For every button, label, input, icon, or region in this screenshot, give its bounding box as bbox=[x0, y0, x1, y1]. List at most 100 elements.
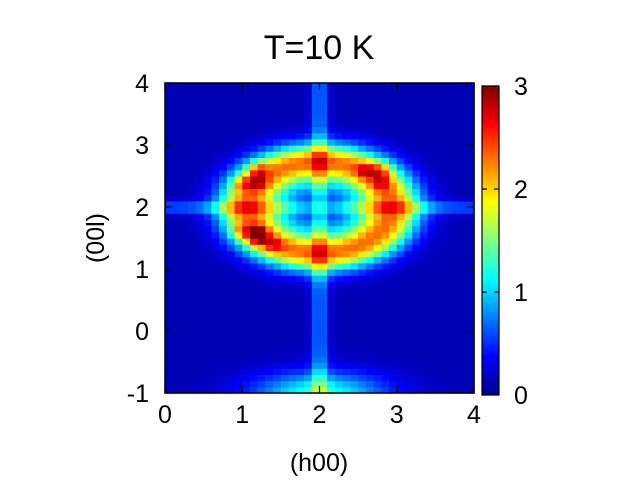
heatmap-cell bbox=[280, 349, 290, 357]
heatmap-cell bbox=[203, 151, 212, 158]
heatmap-cell bbox=[203, 126, 212, 134]
heatmap-cell bbox=[172, 114, 182, 121]
heatmap-cell bbox=[404, 176, 413, 183]
heatmap-cell bbox=[249, 213, 259, 220]
heatmap-cell bbox=[342, 126, 352, 134]
heatmap-cell bbox=[458, 362, 467, 369]
heatmap-cell bbox=[327, 89, 336, 96]
heatmap-cell bbox=[412, 269, 421, 276]
heatmap-cell bbox=[381, 176, 390, 183]
heatmap-cell bbox=[350, 380, 359, 388]
heatmap-cell bbox=[219, 244, 228, 251]
heatmap-cell bbox=[327, 207, 336, 214]
heatmap-cell bbox=[165, 293, 174, 301]
heatmap-cell bbox=[342, 269, 352, 276]
heatmap-cell bbox=[257, 145, 267, 152]
heatmap-cell bbox=[466, 331, 475, 338]
heatmap-cell bbox=[265, 169, 274, 177]
heatmap-cell bbox=[172, 132, 182, 140]
heatmap-cell bbox=[203, 250, 212, 258]
heatmap-cell bbox=[234, 306, 243, 313]
heatmap-cell bbox=[311, 343, 321, 351]
heatmap-cell bbox=[350, 225, 359, 233]
heatmap-cell bbox=[234, 362, 243, 369]
heatmap-cell bbox=[234, 287, 243, 295]
heatmap-cell bbox=[304, 262, 313, 270]
heatmap-cell bbox=[450, 89, 460, 96]
heatmap-cell bbox=[334, 293, 344, 301]
heatmap-cell bbox=[435, 95, 444, 103]
heatmap-cell bbox=[165, 219, 174, 227]
heatmap-cell bbox=[288, 262, 297, 270]
heatmap-cell bbox=[211, 324, 220, 332]
heatmap-cell bbox=[412, 89, 421, 96]
heatmap-cell bbox=[350, 95, 359, 103]
heatmap-cell bbox=[342, 293, 352, 301]
heatmap-cell bbox=[203, 163, 212, 171]
heatmap-cell bbox=[435, 355, 444, 363]
heatmap-cell bbox=[203, 114, 212, 121]
heatmap-cell bbox=[249, 219, 259, 227]
heatmap-cell bbox=[219, 225, 228, 233]
heatmap-cell bbox=[188, 138, 197, 146]
heatmap-cell bbox=[334, 250, 344, 258]
heatmap-cell bbox=[265, 262, 274, 270]
heatmap-cell bbox=[211, 343, 220, 351]
heatmap-cell bbox=[226, 120, 236, 127]
heatmap-cell bbox=[365, 200, 375, 208]
heatmap-cell bbox=[412, 101, 421, 109]
heatmap-cell bbox=[226, 194, 236, 202]
heatmap-cell bbox=[311, 101, 321, 109]
heatmap-cell bbox=[304, 138, 313, 146]
heatmap-cell bbox=[195, 89, 205, 96]
heatmap-cell bbox=[419, 275, 429, 282]
heatmap-cell bbox=[365, 169, 375, 177]
heatmap-cell bbox=[319, 182, 328, 189]
heatmap-cell bbox=[327, 386, 336, 394]
heatmap-cell bbox=[211, 386, 220, 394]
heatmap-cell bbox=[188, 368, 197, 375]
heatmap-cell bbox=[265, 324, 274, 332]
heatmap-cell bbox=[381, 101, 390, 109]
heatmap-cell bbox=[304, 120, 313, 127]
heatmap-cell bbox=[304, 244, 313, 251]
heatmap-cell bbox=[365, 207, 375, 214]
heatmap-cell bbox=[458, 250, 467, 258]
heatmap-cell bbox=[280, 250, 290, 258]
heatmap-cell bbox=[288, 281, 297, 289]
y-tick-label: -1 bbox=[127, 380, 149, 408]
heatmap-cell bbox=[188, 83, 197, 90]
heatmap-cell bbox=[327, 95, 336, 103]
heatmap-cell bbox=[280, 362, 290, 369]
heatmap-cell bbox=[265, 306, 274, 313]
heatmap-cell bbox=[296, 262, 305, 270]
heatmap-cell bbox=[389, 331, 398, 338]
heatmap-cell bbox=[419, 176, 429, 183]
heatmap-cell bbox=[180, 114, 189, 121]
heatmap-cell bbox=[466, 287, 475, 295]
heatmap-cell bbox=[249, 200, 259, 208]
heatmap-cell bbox=[311, 238, 321, 245]
heatmap-cell bbox=[365, 287, 375, 295]
heatmap-cell bbox=[249, 163, 259, 171]
heatmap-cell bbox=[319, 355, 328, 363]
heatmap-cell bbox=[319, 163, 328, 171]
heatmap-cell bbox=[188, 355, 197, 363]
heatmap-cell bbox=[450, 355, 460, 363]
heatmap-cell bbox=[296, 200, 305, 208]
heatmap-cell bbox=[319, 275, 328, 282]
heatmap-cell bbox=[304, 324, 313, 332]
heatmap-cell bbox=[389, 250, 398, 258]
heatmap-cell bbox=[304, 275, 313, 282]
heatmap-cell bbox=[273, 207, 282, 214]
heatmap-cell bbox=[257, 163, 267, 171]
heatmap-cell bbox=[311, 225, 321, 233]
heatmap-cell bbox=[242, 318, 251, 326]
heatmap-cell bbox=[334, 306, 344, 313]
heatmap-cell bbox=[273, 145, 282, 152]
heatmap-cell bbox=[358, 95, 367, 103]
heatmap-cell bbox=[296, 324, 305, 332]
heatmap-cell bbox=[273, 114, 282, 121]
heatmap-cell bbox=[188, 219, 197, 227]
heatmap-cell bbox=[443, 157, 452, 165]
